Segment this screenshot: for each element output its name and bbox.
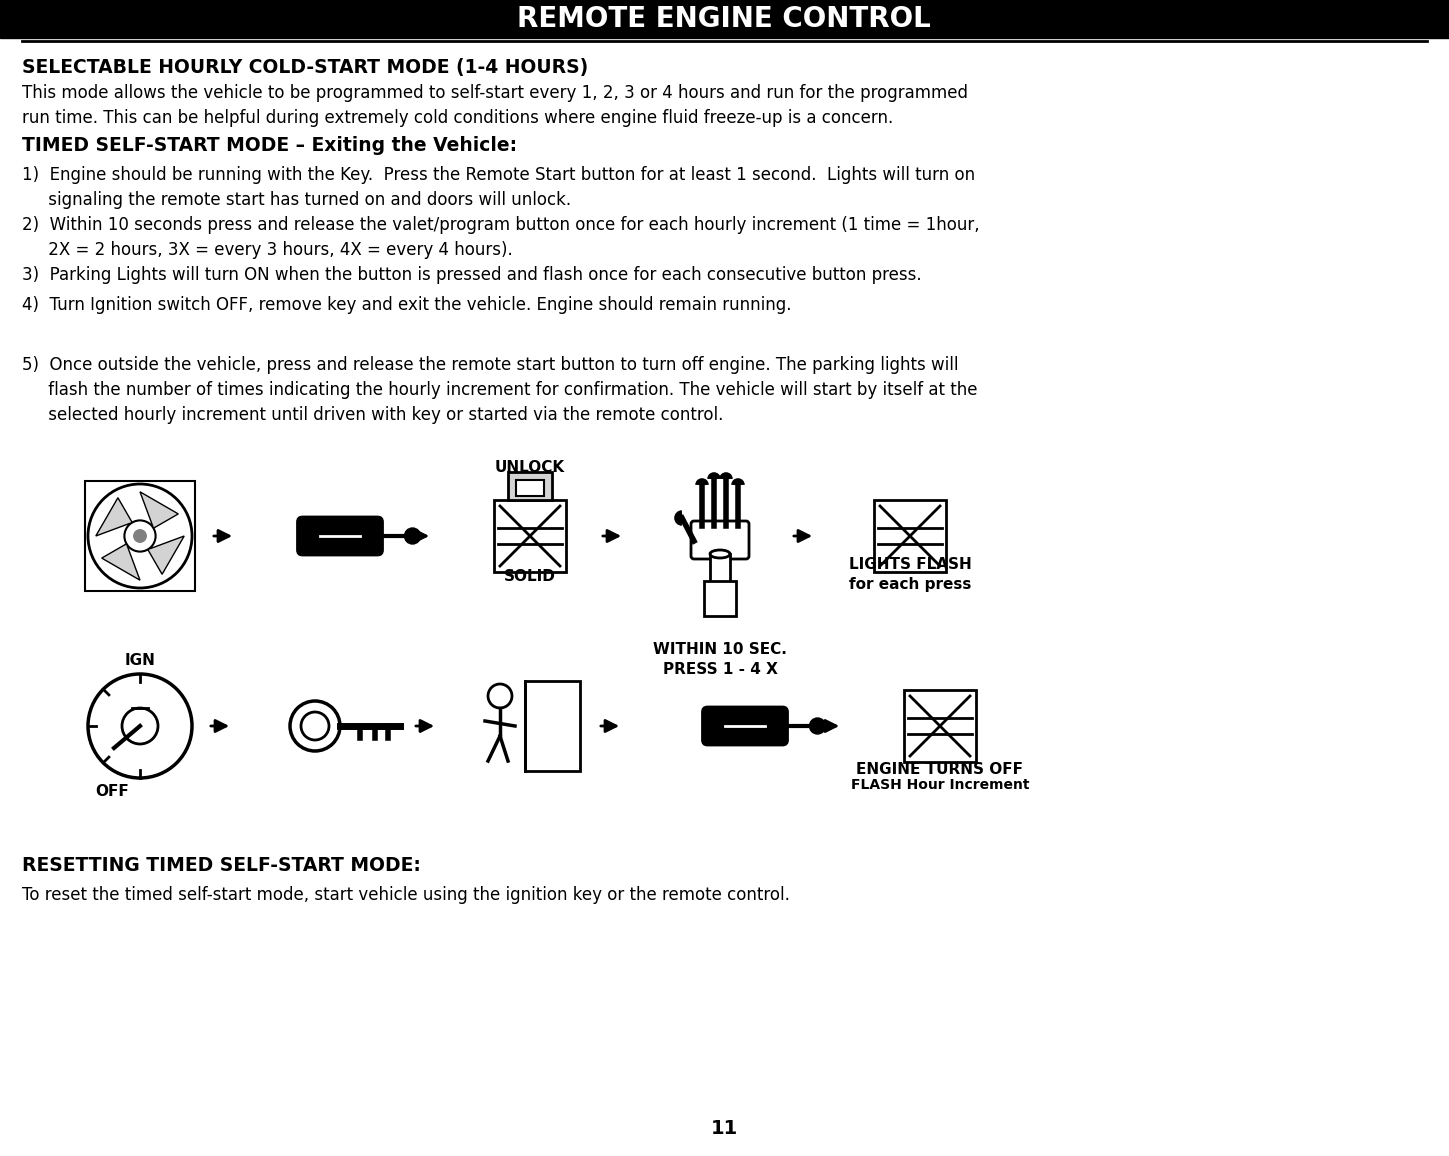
Bar bbox=[0, 0, 1449, 38]
Text: 2)  Within 10 seconds press and release the valet/program button once for each h: 2) Within 10 seconds press and release t… bbox=[22, 216, 980, 259]
Text: To reset the timed self-start mode, start vehicle using the ignition key or the : To reset the timed self-start mode, star… bbox=[22, 885, 790, 904]
Text: LIGHTS FLASH
for each press: LIGHTS FLASH for each press bbox=[849, 557, 971, 592]
Text: 3)  Parking Lights will turn ON when the button is pressed and flash once for ea: 3) Parking Lights will turn ON when the … bbox=[22, 266, 922, 284]
FancyBboxPatch shape bbox=[691, 521, 749, 560]
Text: ENGINE TURNS OFF: ENGINE TURNS OFF bbox=[856, 762, 1023, 777]
Bar bbox=[874, 501, 946, 572]
Text: This mode allows the vehicle to be programmed to self-start every 1, 2, 3 or 4 h: This mode allows the vehicle to be progr… bbox=[22, 84, 968, 127]
Text: 4)  Turn Ignition switch OFF, remove key and exit the vehicle. Engine should rem: 4) Turn Ignition switch OFF, remove key … bbox=[22, 296, 791, 314]
Text: REMOTE ENGINE CONTROL: REMOTE ENGINE CONTROL bbox=[517, 5, 930, 34]
Bar bbox=[85, 481, 196, 591]
Bar bbox=[525, 681, 580, 771]
Text: WITHIN 10 SEC.
PRESS 1 - 4 X: WITHIN 10 SEC. PRESS 1 - 4 X bbox=[653, 642, 787, 676]
Text: IGN: IGN bbox=[125, 653, 155, 668]
Bar bbox=[494, 501, 567, 572]
Polygon shape bbox=[101, 543, 141, 580]
Bar bbox=[710, 554, 730, 584]
Circle shape bbox=[133, 529, 146, 542]
Ellipse shape bbox=[710, 550, 730, 558]
Circle shape bbox=[810, 718, 826, 734]
Bar bbox=[509, 472, 552, 501]
Polygon shape bbox=[148, 536, 184, 575]
Text: 11: 11 bbox=[710, 1119, 738, 1138]
Text: RESETTING TIMED SELF-START MODE:: RESETTING TIMED SELF-START MODE: bbox=[22, 855, 420, 875]
Text: 1)  Engine should be running with the Key.  Press the Remote Start button for at: 1) Engine should be running with the Key… bbox=[22, 166, 975, 209]
Circle shape bbox=[404, 528, 420, 544]
Text: FLASH Hour Increment: FLASH Hour Increment bbox=[851, 778, 1029, 792]
Text: SELECTABLE HOURLY COLD-START MODE (1-4 HOURS): SELECTABLE HOURLY COLD-START MODE (1-4 H… bbox=[22, 58, 588, 77]
FancyBboxPatch shape bbox=[703, 707, 787, 744]
Bar bbox=[516, 480, 543, 496]
Text: TIMED SELF-START MODE – Exiting the Vehicle:: TIMED SELF-START MODE – Exiting the Vehi… bbox=[22, 136, 517, 155]
FancyBboxPatch shape bbox=[297, 517, 383, 555]
Bar bbox=[704, 581, 736, 616]
Text: OFF: OFF bbox=[96, 784, 129, 799]
Text: 5)  Once outside the vehicle, press and release the remote start button to turn : 5) Once outside the vehicle, press and r… bbox=[22, 356, 978, 424]
Polygon shape bbox=[96, 498, 132, 536]
Polygon shape bbox=[141, 491, 178, 528]
Text: SOLID: SOLID bbox=[504, 569, 556, 584]
Text: UNLOCK: UNLOCK bbox=[496, 460, 565, 475]
Bar bbox=[904, 690, 977, 762]
